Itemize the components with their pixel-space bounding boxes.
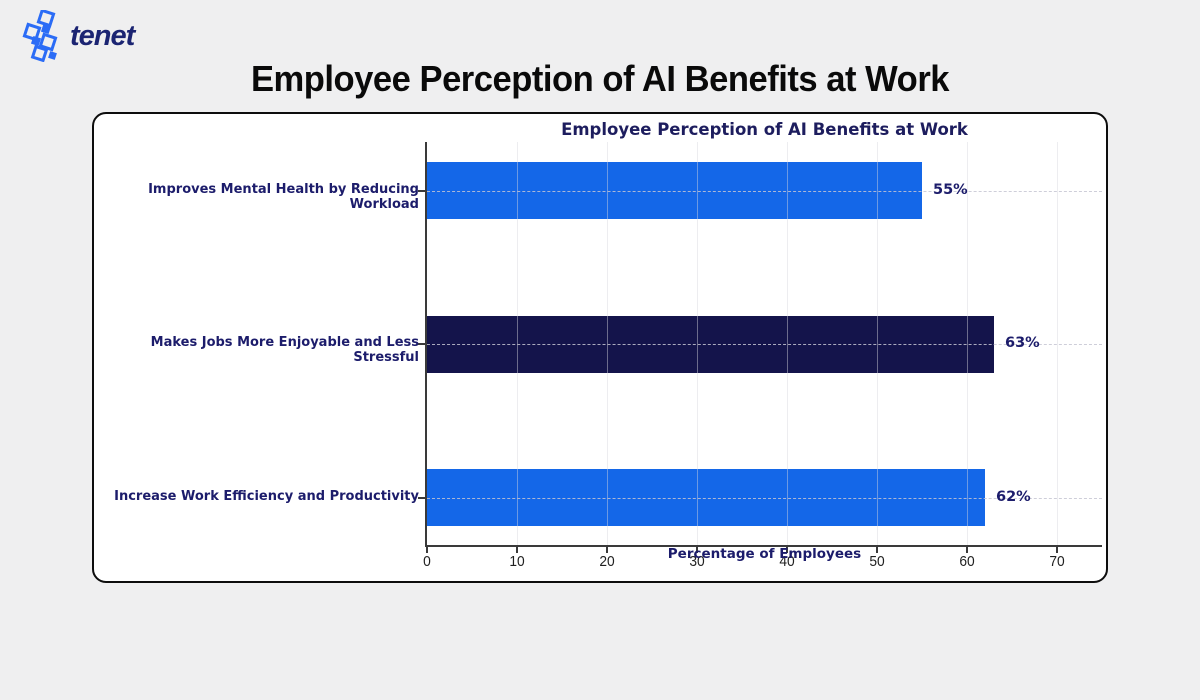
grid-line-vertical: [877, 142, 878, 545]
x-tick-label: 70: [1049, 553, 1065, 570]
x-axis-label: Percentage of Employees: [667, 546, 862, 562]
x-tick-label: 10: [509, 553, 525, 570]
x-tick-mark: [696, 547, 698, 553]
x-tick-label: 20: [599, 553, 615, 570]
grid-line-category-dashed: [427, 344, 1102, 345]
x-tick-mark: [516, 547, 518, 553]
value-label: 62%: [996, 488, 1031, 505]
x-tick-mark: [426, 547, 428, 553]
grid-line-vertical: [607, 142, 608, 545]
x-tick-label: 50: [869, 553, 885, 570]
y-tick-mark: [418, 189, 425, 192]
chart-title: Employee Perception of AI Benefits at Wo…: [561, 120, 968, 139]
x-tick-label: 40: [779, 553, 795, 570]
x-axis-spine: [425, 545, 1102, 547]
y-tick-mark: [418, 343, 425, 345]
x-tick-mark: [876, 547, 878, 553]
category-label: Makes Jobs More Enjoyable and Less Stres…: [150, 335, 419, 365]
plot-area: 0 10 20 30 40 50 60 70 Improves Mental Health by…: [114, 142, 1102, 570]
value-label: 55%: [933, 181, 968, 198]
x-tick-mark: [966, 547, 968, 553]
grid-line-category-dashed: [427, 190, 1102, 192]
grid-line-category-dashed: [427, 497, 1102, 499]
x-tick-mark: [786, 547, 788, 553]
tenet-logo-icon: [20, 8, 64, 66]
x-tick-mark: [606, 547, 608, 553]
category-label: Increase Work Efficiency and Productivit…: [114, 488, 419, 504]
x-tick-label: 60: [959, 553, 975, 570]
grid-line-vertical: [967, 142, 968, 545]
y-tick-mark: [418, 496, 425, 499]
tenet-logo[interactable]: tenet: [20, 8, 135, 66]
page-title: Employee Perception of AI Benefits at Wo…: [250, 58, 950, 99]
grid-line-vertical: [787, 142, 788, 545]
category-label: Improves Mental Health by Reducing Workl…: [148, 181, 419, 212]
value-label: 63%: [1005, 335, 1040, 351]
grid-line-vertical: [1057, 142, 1058, 545]
x-tick-label: 30: [689, 553, 705, 570]
chart-card: Employee Perception of AI Benefits at Wo…: [92, 112, 1108, 583]
y-axis-spine: [425, 142, 427, 545]
x-tick-mark: [1056, 547, 1058, 553]
tenet-logo-text: tenet: [70, 19, 135, 52]
grid-line-vertical: [517, 142, 518, 545]
x-tick-label: 0: [423, 553, 431, 570]
grid-line-vertical: [697, 142, 698, 545]
